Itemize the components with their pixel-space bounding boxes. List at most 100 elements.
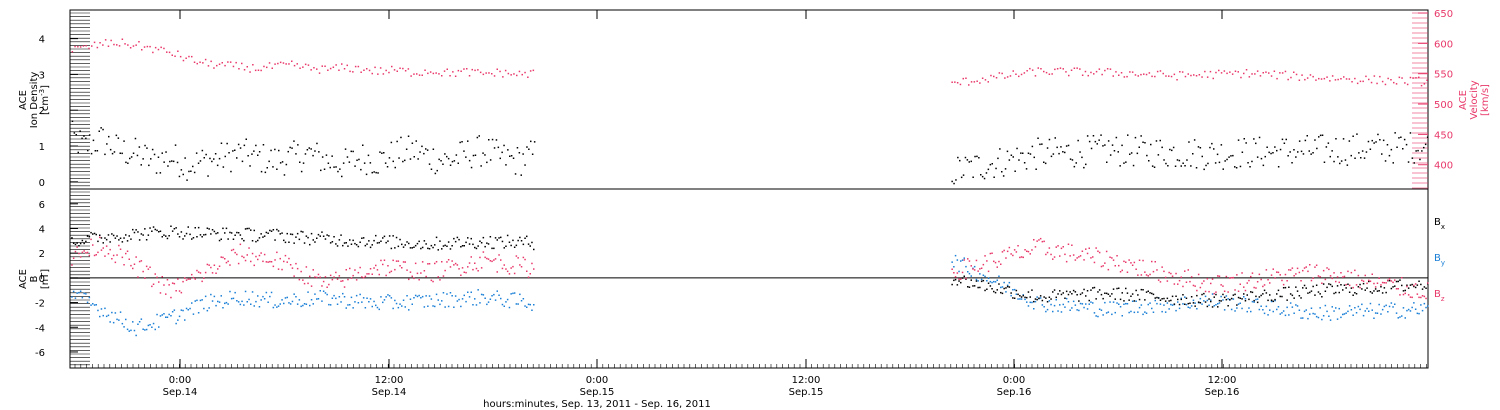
- data-point: [1174, 165, 1177, 167]
- data-point: [1125, 302, 1127, 305]
- data-point: [506, 234, 509, 237]
- data-point: [1130, 310, 1132, 313]
- data-point: [1083, 259, 1085, 261]
- data-point: [1400, 136, 1402, 138]
- data-point: [1215, 293, 1217, 296]
- data-point: [1209, 70, 1212, 73]
- data-point: [1078, 256, 1080, 258]
- data-point: [158, 326, 160, 328]
- data-point: [1338, 281, 1340, 284]
- data-point: [1123, 300, 1125, 302]
- data-point: [1130, 152, 1133, 154]
- data-point: [1306, 135, 1308, 137]
- data-point: [1038, 239, 1040, 241]
- data-point: [289, 303, 292, 305]
- data-point: [138, 146, 141, 148]
- data-point: [86, 301, 89, 304]
- data-point: [119, 237, 122, 239]
- data-point: [1138, 298, 1141, 301]
- data-point: [371, 273, 373, 275]
- data-point: [520, 266, 523, 268]
- data-point: [441, 300, 443, 302]
- data-point: [239, 303, 242, 306]
- data-point: [209, 157, 211, 160]
- data-point: [100, 249, 103, 251]
- data-point: [380, 259, 382, 262]
- data-point: [317, 273, 320, 276]
- data-point: [1362, 282, 1365, 285]
- data-point: [1210, 300, 1212, 303]
- data-point: [314, 150, 316, 152]
- data-point: [241, 160, 244, 163]
- data-point: [1140, 274, 1143, 276]
- data-point: [1207, 162, 1209, 165]
- data-point: [963, 275, 965, 277]
- data-point: [111, 233, 113, 235]
- data-point: [956, 284, 959, 286]
- data-point: [957, 156, 959, 159]
- data-point: [1296, 267, 1299, 270]
- data-point: [514, 173, 517, 175]
- data-point: [1215, 71, 1217, 74]
- data-point: [338, 239, 341, 241]
- data-point: [1181, 71, 1184, 73]
- data-point: [1378, 290, 1380, 292]
- data-point: [246, 66, 248, 68]
- data-point: [520, 174, 522, 176]
- data-point: [457, 162, 459, 164]
- data-point: [182, 280, 184, 283]
- data-point: [1085, 295, 1087, 297]
- data-point: [325, 154, 328, 156]
- data-point: [438, 158, 440, 161]
- data-point: [1164, 311, 1167, 313]
- data-point: [302, 231, 304, 233]
- data-point: [187, 278, 189, 280]
- data-point: [953, 279, 955, 282]
- data-point: [1123, 303, 1125, 305]
- data-point: [310, 232, 313, 235]
- data-point: [367, 154, 370, 157]
- data-point: [1163, 297, 1165, 300]
- data-point: [1000, 291, 1002, 294]
- data-point: [1427, 305, 1429, 307]
- data-point: [958, 278, 960, 280]
- data-point: [1421, 295, 1424, 297]
- data-point: [1194, 305, 1196, 307]
- data-point: [427, 72, 429, 75]
- data-point: [1370, 81, 1373, 84]
- data-point: [121, 322, 124, 325]
- data-point: [1248, 307, 1250, 309]
- data-point: [243, 256, 245, 259]
- data-point: [1135, 289, 1137, 292]
- data-point: [336, 303, 339, 305]
- data-point: [1203, 280, 1205, 282]
- data-point: [378, 273, 380, 276]
- data-point: [161, 276, 163, 278]
- data-point: [441, 75, 443, 77]
- data-point: [1071, 293, 1073, 295]
- data-point: [348, 161, 351, 163]
- data-point: [1018, 159, 1020, 161]
- data-point: [271, 67, 273, 69]
- data-point: [150, 158, 152, 160]
- data-point: [345, 307, 347, 309]
- data-point: [1289, 151, 1291, 153]
- data-point: [1397, 288, 1399, 290]
- data-point: [303, 282, 306, 285]
- data-point: [387, 265, 389, 267]
- data-point: [1272, 152, 1274, 154]
- data-point: [329, 274, 332, 277]
- data-point: [251, 240, 254, 242]
- data-point: [291, 60, 293, 62]
- data-point: [1161, 310, 1163, 313]
- data-point: [1392, 281, 1394, 284]
- data-point: [1279, 148, 1282, 151]
- data-point: [479, 240, 481, 242]
- data-point: [970, 279, 972, 281]
- data-point: [1116, 302, 1118, 304]
- data-point: [343, 68, 346, 70]
- data-point: [114, 237, 117, 239]
- data-point: [333, 166, 335, 168]
- data-point: [297, 144, 299, 146]
- data-point: [340, 301, 342, 303]
